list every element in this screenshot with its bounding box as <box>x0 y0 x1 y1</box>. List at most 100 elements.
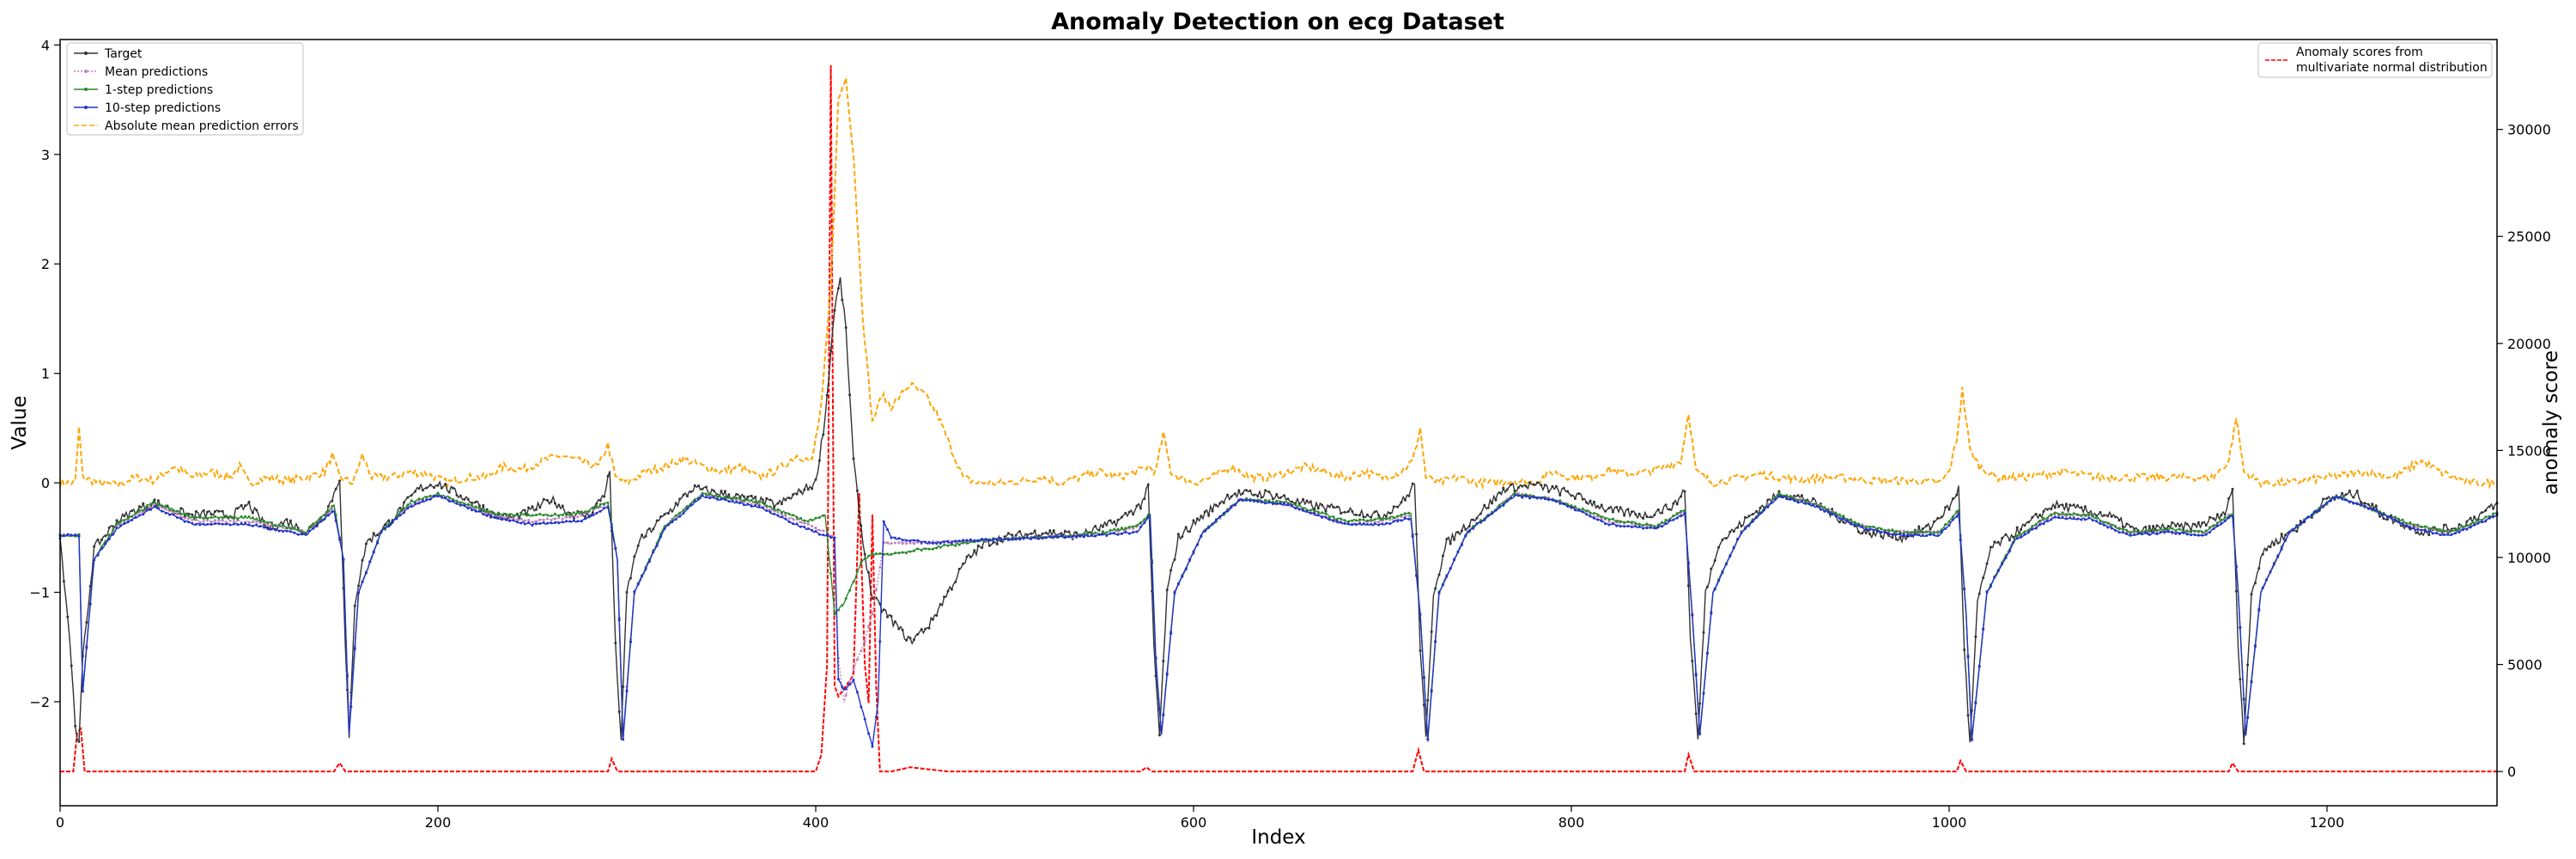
series-marker <box>538 512 542 515</box>
series-marker <box>1554 499 1558 503</box>
series-marker <box>353 647 356 650</box>
series-marker <box>836 678 840 681</box>
series-marker <box>2416 526 2420 529</box>
series-marker <box>1902 529 1905 533</box>
series-marker <box>501 513 504 516</box>
series-marker <box>519 521 523 525</box>
series-marker <box>474 509 477 513</box>
series-marker <box>731 499 734 503</box>
series-marker <box>784 517 787 521</box>
series-marker <box>1460 544 1463 546</box>
series-marker <box>471 501 474 504</box>
series-marker <box>950 588 953 591</box>
series-marker <box>1917 525 1921 528</box>
series-marker <box>2152 525 2155 527</box>
series-marker <box>1853 521 1856 524</box>
series-marker <box>301 533 304 536</box>
series-marker <box>263 526 266 529</box>
series-marker <box>2057 513 2061 515</box>
series-marker <box>1864 524 1868 527</box>
series-marker <box>296 528 300 531</box>
series-marker <box>1596 513 1600 516</box>
series-marker <box>617 710 621 714</box>
series-marker <box>1006 532 1010 535</box>
series-marker <box>1067 535 1071 539</box>
series-marker <box>1464 533 1467 537</box>
series-marker <box>598 509 602 513</box>
series-marker <box>1989 585 1992 588</box>
series-marker <box>2038 519 2042 522</box>
series-marker <box>1883 530 1886 533</box>
series-marker <box>943 544 946 546</box>
series-marker <box>508 513 512 516</box>
series-marker <box>962 541 965 545</box>
series-marker <box>874 552 878 556</box>
series-marker <box>2069 516 2072 520</box>
series-marker <box>1195 543 1199 546</box>
series-marker <box>735 493 738 496</box>
series-marker <box>1944 506 1947 509</box>
series-marker <box>2133 531 2136 534</box>
series-marker <box>1724 537 1728 540</box>
series-marker <box>304 533 307 536</box>
series-marker <box>414 490 417 493</box>
series-marker <box>1680 509 1683 513</box>
series-marker <box>1449 567 1452 570</box>
series-marker <box>1875 529 1879 533</box>
series-marker <box>908 539 912 542</box>
series-marker <box>508 516 512 520</box>
series-marker <box>433 495 436 498</box>
series-marker <box>66 533 70 536</box>
series-marker <box>803 521 806 525</box>
series-marker <box>969 538 972 541</box>
series-marker <box>2461 525 2464 528</box>
series-marker <box>946 589 950 593</box>
series-marker <box>572 516 575 520</box>
series-marker <box>187 512 191 515</box>
series-marker <box>2193 533 2196 537</box>
series-marker <box>274 527 277 531</box>
series-marker <box>2102 521 2105 524</box>
series-marker <box>957 543 961 546</box>
series-marker <box>1222 501 1225 504</box>
series-marker <box>1698 732 1702 735</box>
series-marker <box>372 532 375 535</box>
series-marker <box>2412 523 2415 527</box>
series-marker <box>1649 526 1652 529</box>
series-marker <box>2352 502 2355 505</box>
series-marker <box>682 509 685 512</box>
series-marker <box>1392 520 1395 523</box>
series-marker <box>1910 534 1913 538</box>
series-marker <box>1850 521 1853 525</box>
series-marker <box>1094 531 1097 534</box>
series-marker <box>811 519 814 521</box>
series-marker <box>1411 535 1414 539</box>
series-marker <box>931 539 934 543</box>
series-marker <box>85 646 88 649</box>
series-marker <box>1233 492 1236 496</box>
series-line <box>60 64 2497 773</box>
series-marker <box>1354 523 1358 527</box>
series-marker <box>2076 504 2080 507</box>
series-marker <box>2484 515 2488 519</box>
series-marker <box>811 487 814 490</box>
series-marker <box>1309 509 1312 512</box>
series-marker <box>738 502 742 504</box>
series-marker <box>1120 532 1123 535</box>
series-marker <box>1755 509 1759 513</box>
series-marker <box>1566 503 1570 506</box>
series-marker <box>1011 533 1014 537</box>
series-marker <box>1513 489 1516 492</box>
legend-label: Absolute mean prediction errors <box>105 119 299 133</box>
series-marker <box>1872 525 1875 528</box>
series-marker <box>2488 515 2491 518</box>
series-marker <box>1494 498 1498 502</box>
series-marker <box>784 514 787 517</box>
series-marker <box>421 489 424 492</box>
series-marker <box>2031 525 2034 527</box>
series-marker <box>2034 523 2038 527</box>
series-marker <box>1067 530 1071 533</box>
series-marker <box>512 517 515 520</box>
series-marker <box>553 517 556 521</box>
series-marker <box>1929 527 1932 531</box>
